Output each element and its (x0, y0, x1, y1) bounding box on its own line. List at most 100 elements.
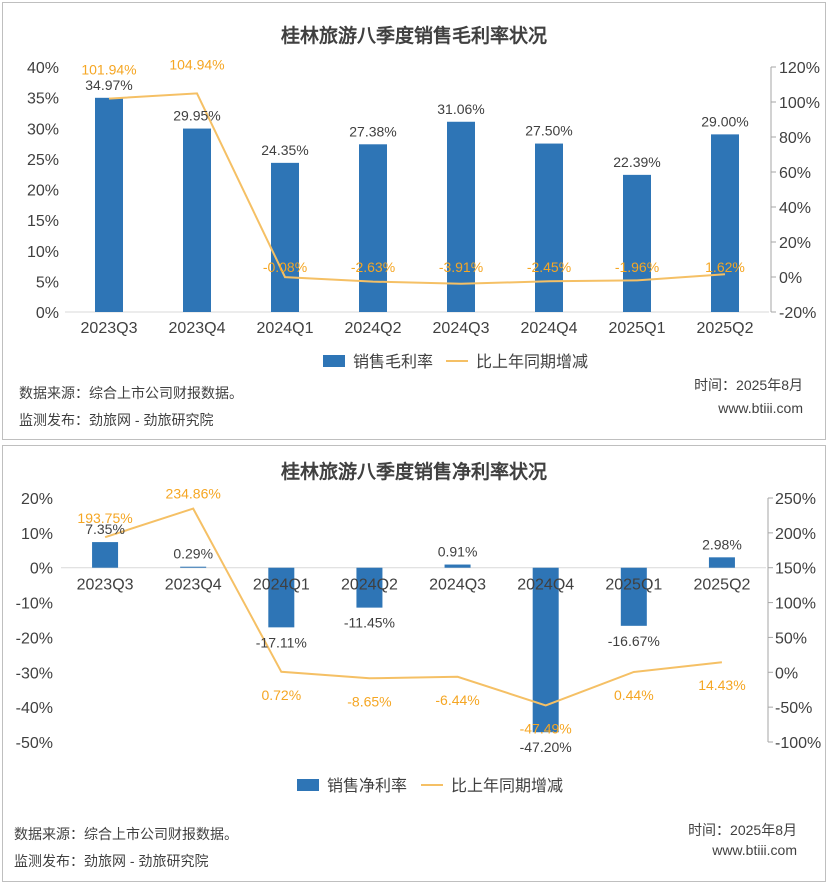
legend-label: 比上年同期增减 (476, 353, 588, 371)
category-label: 2024Q3 (433, 320, 490, 337)
category-label: 2025Q1 (609, 320, 666, 337)
gross-margin-chart-panel: 桂林旅游八季度销售毛利率状况 0% 5% 10% 15% 20% 25% 30% 35% 40%… (2, 2, 826, 440)
left-axis-tick-label: 10% (21, 526, 53, 543)
legend-label: 销售毛利率 (353, 353, 433, 371)
category-label: 2024Q1 (253, 577, 310, 594)
bar-value-label: 29.00% (701, 113, 748, 129)
chart-title: 桂林旅游八季度销售净利率状况 (280, 462, 547, 483)
line-value-label: -0.08% (263, 259, 307, 275)
left-axis-tick-label: 35% (27, 91, 59, 108)
bar-value-label: 31.06% (437, 101, 484, 117)
net-margin-chart: -50% -40% -30% -20% -10% 0% 10% 20% -100% -50% 0% 5… (16, 486, 822, 795)
legend-swatch-bar (297, 779, 319, 791)
legend-label: 比上年同期增减 (451, 777, 563, 795)
bar-value-label: 0.29% (173, 546, 213, 562)
legend-label: 销售净利率 (327, 777, 407, 795)
bar (535, 143, 563, 312)
line-value-label: 193.75% (77, 510, 132, 526)
bar-value-label: 24.35% (261, 142, 308, 158)
bar (444, 564, 471, 568)
right-axis-tick-label: -20% (779, 305, 816, 322)
left-axis-tick-label: -40% (16, 700, 53, 717)
bar (708, 557, 735, 568)
bar (356, 567, 383, 608)
right-axis-tick-label: 120% (779, 60, 820, 77)
category-label: 2025Q1 (605, 577, 662, 594)
bar-value-label: 22.39% (613, 154, 660, 170)
category-label: 2024Q2 (345, 320, 402, 337)
category-label: 2023Q3 (77, 577, 134, 594)
line-value-label: 1.62% (705, 259, 745, 275)
data-source-note: 数据来源：综合上市公司财报数据。 (19, 385, 243, 401)
category-label: 2024Q3 (429, 577, 486, 594)
right-axis-tick-label: 50% (775, 630, 807, 647)
left-axis-tick-label: 0% (30, 561, 53, 578)
line-value-label: 0.44% (614, 687, 654, 703)
chart-title: 桂林旅游八季度销售毛利率状况 (280, 26, 547, 47)
line-value-label: -6.44% (435, 692, 479, 708)
category-label: 2024Q1 (257, 320, 314, 337)
bar-value-label: 34.97% (85, 77, 132, 93)
data-source-note: 数据来源：综合上市公司财报数据。 (14, 826, 238, 842)
left-axis-tick-label: 20% (27, 183, 59, 200)
right-axis-tick-label: -100% (775, 735, 821, 752)
left-axis-tick-label: 5% (36, 274, 59, 291)
bar (359, 144, 387, 312)
publisher-note: 监测发布：劲旅网 - 劲旅研究院 (19, 412, 214, 428)
line-value-label: -47.49% (520, 720, 572, 736)
line-value-label: 101.94% (81, 62, 136, 78)
legend-swatch-bar (323, 355, 345, 367)
website-url: www.btiii.com (712, 842, 797, 858)
line-value-label: -2.45% (527, 259, 571, 275)
line-value-label: 234.86% (166, 486, 221, 502)
right-axis-tick-label: 100% (779, 95, 820, 112)
left-axis-tick-label: 10% (27, 244, 59, 261)
gross-margin-chart: 0% 5% 10% 15% 20% 25% 30% 35% 40% -20% 0% 20% 40% 60%… (27, 56, 820, 371)
right-axis-tick-label: 80% (779, 130, 811, 147)
right-axis-tick-label: -50% (775, 700, 812, 717)
right-axis-tick-label: 0% (775, 665, 798, 682)
bar-value-label: 7.35% (85, 521, 125, 537)
publisher-note: 监测发布：劲旅网 - 劲旅研究院 (14, 853, 209, 869)
bar-value-label: 27.50% (525, 123, 572, 139)
net-margin-chart-panel: 桂林旅游八季度销售净利率状况 -50% -40% -30% -20% -10% 0% 10%… (2, 445, 826, 882)
line-value-label: -8.65% (347, 693, 391, 709)
right-axis-tick-label: 0% (779, 270, 802, 287)
line-value-label: -1.96% (615, 259, 659, 275)
left-axis-tick-label: 25% (27, 152, 59, 169)
bar (711, 134, 739, 312)
right-axis-tick-label: 20% (779, 235, 811, 252)
right-axis-tick-label: 200% (775, 526, 816, 543)
right-axis-tick-label: 40% (779, 200, 811, 217)
right-axis-tick-label: 100% (775, 596, 816, 613)
bar-value-label: -16.67% (608, 633, 660, 649)
bar (623, 174, 651, 312)
left-axis-tick-label: 40% (27, 60, 59, 77)
bar-value-label: 0.91% (438, 544, 478, 560)
left-axis-tick-label: -30% (16, 665, 53, 682)
line-value-label: 14.43% (698, 677, 745, 693)
category-label: 2025Q2 (693, 577, 750, 594)
line-value-label: -2.63% (351, 259, 395, 275)
left-axis-tick-label: -50% (16, 735, 53, 752)
left-axis-tick-label: -20% (16, 630, 53, 647)
line-value-label: 0.72% (261, 687, 301, 703)
bar-value-label: -47.20% (520, 739, 572, 755)
bar (183, 128, 211, 312)
line-value-label: -3.91% (439, 259, 483, 275)
bar-value-label: -17.11% (256, 634, 307, 650)
right-axis-tick-label: 150% (775, 561, 816, 578)
category-label: 2023Q4 (165, 577, 222, 594)
category-label: 2023Q3 (81, 320, 138, 337)
bar (271, 162, 299, 312)
right-axis-tick-label: 250% (775, 491, 816, 508)
bar-value-label: 29.95% (173, 108, 220, 124)
bar (92, 542, 119, 568)
right-axis-tick-label: 60% (779, 165, 811, 182)
category-label: 2023Q4 (169, 320, 226, 337)
category-label: 2025Q2 (697, 320, 754, 337)
bar-value-label: 27.38% (349, 123, 396, 139)
bar (268, 567, 295, 628)
growth-line (104, 507, 723, 707)
publish-time: 时间：2025年8月 (688, 822, 797, 838)
